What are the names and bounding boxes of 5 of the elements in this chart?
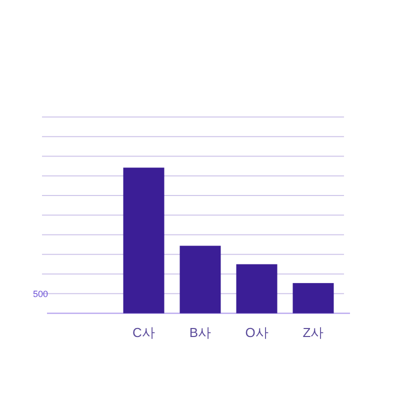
x-tick-label: Z사 [302, 325, 324, 340]
x-tick-label: C사 [132, 325, 155, 340]
y-tick-label: 500 [32, 289, 48, 300]
x-tick-label: O사 [245, 325, 268, 340]
x-tick-label: B사 [189, 325, 212, 340]
